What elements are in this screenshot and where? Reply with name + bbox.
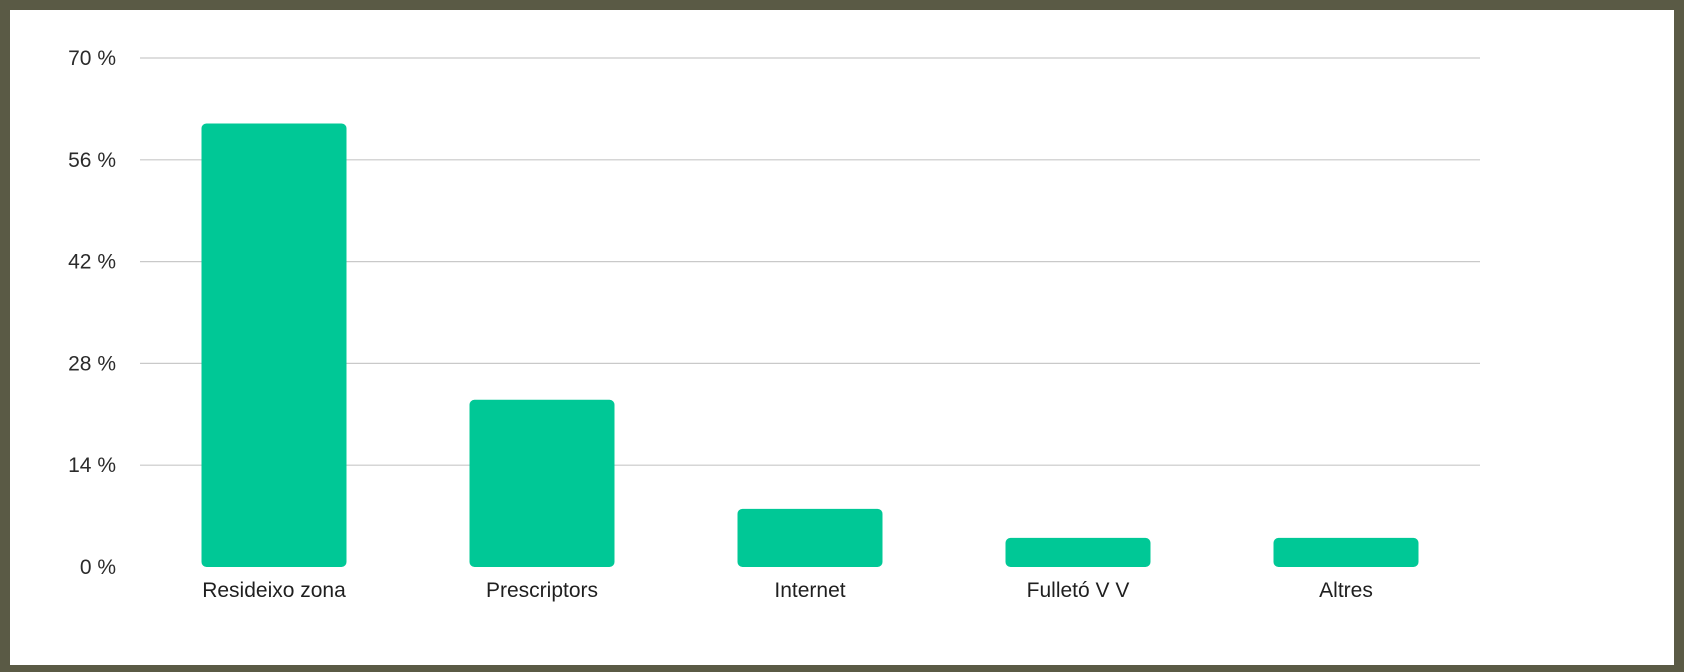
bars [201, 123, 1419, 567]
grid-lines [140, 57, 1480, 466]
x-tick-label: Fulletó V V [1027, 579, 1130, 602]
y-tick-label: 42 % [68, 251, 116, 274]
bar-fullet-v-v [1005, 537, 1151, 567]
y-tick-label: 14 % [68, 454, 116, 477]
y-tick-label: 70 % [68, 47, 116, 70]
x-tick-label: Internet [774, 579, 845, 602]
bar-altres [1273, 537, 1419, 567]
y-tick-label: 56 % [68, 149, 116, 172]
x-tick-label: Altres [1319, 579, 1373, 602]
bar-prescriptors [469, 399, 615, 567]
y-tick-label: 28 % [68, 352, 116, 375]
bar-chart: 0 % 14 % 28 % 42 % 56 % 70 % Resideixo zona Pr… [68, 47, 1480, 602]
bar-resideixo-zona [201, 123, 347, 567]
chart-panel: 0 % 14 % 28 % 42 % 56 % 70 % Resideixo zona Pr… [10, 10, 1674, 665]
x-tick-label: Resideixo zona [202, 579, 346, 602]
x-axis-labels: Resideixo zona Prescriptors Internet Fullet… [202, 579, 1373, 602]
x-tick-label: Prescriptors [486, 579, 598, 602]
y-axis-ticks: 0 % 14 % 28 % 42 % 56 % 70 % [68, 47, 116, 579]
y-tick-label: 0 % [80, 556, 116, 579]
bar-internet [737, 508, 883, 567]
